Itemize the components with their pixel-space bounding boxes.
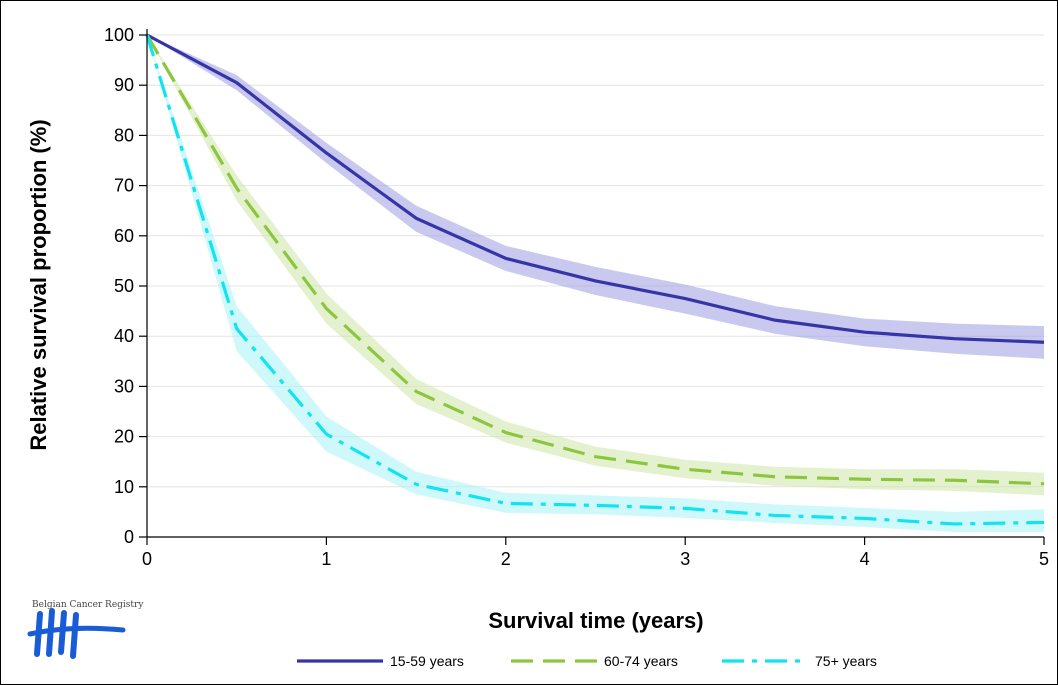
- confidence-band-0: [147, 35, 1044, 359]
- tick-labels: 0 10 20 30 40 50 60 70 80 90 100 0 1 2 3 4 5: [104, 25, 1049, 569]
- belgian-cancer-registry-logo: Belgian Cancer Registry: [27, 600, 144, 659]
- y-tick-label: 10: [114, 477, 134, 497]
- legend-label-2: 75+ years: [815, 653, 877, 669]
- x-tick-label: 3: [680, 549, 690, 569]
- series-line-1: [145, 34, 1045, 486]
- legend: 15-59 years 60-74 years 75+ years: [297, 653, 877, 669]
- confidence-band-1: [147, 35, 1044, 496]
- tally-marks-icon: [27, 608, 126, 659]
- logo-text: Belgian Cancer Registry: [32, 600, 144, 610]
- y-tick-label: 0: [124, 527, 134, 547]
- x-tick-label: 4: [860, 549, 870, 569]
- y-axis-title: Relative survival proportion (%): [26, 119, 51, 450]
- series-lines: [145, 33, 1045, 526]
- x-tick-label: 1: [321, 549, 331, 569]
- y-tick-label: 60: [114, 226, 134, 246]
- y-tick-label: 50: [114, 276, 134, 296]
- y-tick-label: 40: [114, 326, 134, 346]
- x-tick-label: 2: [501, 549, 511, 569]
- y-tick-label: 30: [114, 376, 134, 396]
- y-tick-label: 70: [114, 176, 134, 196]
- x-tick-label: 5: [1039, 549, 1049, 569]
- y-tick-label: 100: [104, 25, 134, 45]
- x-axis-title: Survival time (years): [488, 608, 703, 633]
- y-tick-label: 90: [114, 75, 134, 95]
- y-tick-label: 80: [114, 125, 134, 145]
- legend-label-1: 60-74 years: [604, 653, 678, 669]
- series-line-0: [146, 33, 1045, 344]
- axes: [139, 29, 1045, 545]
- legend-label-0: 15-59 years: [390, 653, 464, 669]
- x-tick-label: 0: [142, 549, 152, 569]
- confidence-bands: [147, 35, 1044, 532]
- series-line-2: [145, 34, 1045, 526]
- y-tick-label: 20: [114, 427, 134, 447]
